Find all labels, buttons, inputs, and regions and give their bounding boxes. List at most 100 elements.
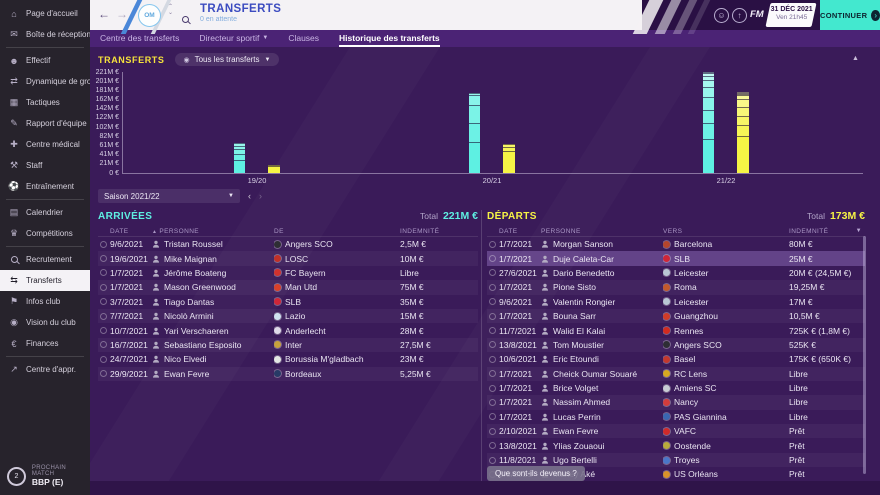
person-link[interactable]: Valentin Rongier: [541, 297, 663, 307]
club-link[interactable]: Leicester: [663, 268, 789, 278]
sidebar-item-staff[interactable]: ⚒ Staff: [0, 155, 90, 176]
tab-centre-des-transferts[interactable]: Centre des transferts: [100, 32, 180, 43]
arrivals-row-ewan-fevre[interactable]: 29/9/2021 Ewan Fevre Bordeaux 5,25M €: [98, 366, 478, 381]
club-link[interactable]: RC Lens: [663, 369, 789, 379]
departures-row-valentin-rongier[interactable]: 9/6/2021 Valentin Rongier Leicester 17M €: [487, 295, 865, 309]
sidebar-item-calendrier[interactable]: ▤ Calendrier: [0, 202, 90, 223]
club-link[interactable]: VAFC: [663, 426, 789, 436]
club-link[interactable]: LOSC: [274, 254, 400, 264]
forward-arrow-icon[interactable]: →: [116, 7, 128, 21]
person-link[interactable]: Bouna Sarr: [541, 311, 663, 321]
departures-row-ugo-bertelli[interactable]: 11/8/2021 Ugo Bertelli Troyes Prêt: [487, 452, 865, 468]
season-next-button[interactable]: ›: [259, 191, 262, 201]
departures-row-eric-etoundi[interactable]: 10/6/2021 Eric Etoundi Basel 175K € (650K €…: [487, 352, 865, 366]
bar-arrivals-19-20[interactable]: [234, 143, 245, 173]
departures-row-tom-moustier[interactable]: 13/8/2021 Tom Moustier Angers SCO 525K €: [487, 337, 865, 353]
club-link[interactable]: Man Utd: [274, 282, 400, 292]
departures-row-lucas-perrin[interactable]: 1/7/2021 Lucas Perrin PAS Giannina Libre: [487, 410, 865, 424]
sidebar-item-page-d-accueil[interactable]: ⌂ Page d'accueil: [0, 3, 90, 24]
sidebar-item-tactiques[interactable]: ▦ Tactiques: [0, 92, 90, 113]
sidebar-item-entrainement[interactable]: ⚽ Entraînement: [0, 176, 90, 197]
person-link[interactable]: Nico Elvedi: [152, 354, 274, 364]
person-link[interactable]: Pione Sisto: [541, 282, 663, 292]
club-link[interactable]: Nancy: [663, 397, 789, 407]
sidebar-item-boite-de-reception[interactable]: ✉ Boîte de réception: [0, 24, 90, 45]
departures-row-morgan-sanson[interactable]: 1/7/2021 Morgan Sanson Barcelona 80M €: [487, 237, 865, 251]
column-person[interactable]: ▲ PERSONNE: [152, 227, 200, 235]
departures-row-walid-el-kalai[interactable]: 11/7/2021 Walid El Kalai Rennes 725K € (1,8…: [487, 323, 865, 337]
tab-clauses[interactable]: Clauses: [288, 32, 320, 43]
club-link[interactable]: Borussia M'gladbach: [274, 354, 400, 364]
tab-historique-des-transferts[interactable]: Historique des transferts: [339, 30, 440, 47]
profile-icon[interactable]: ☺: [714, 8, 729, 23]
person-link[interactable]: Yari Verschaeren: [152, 326, 274, 336]
next-match[interactable]: 2 PROCHAIN MATCH BBP (E): [7, 465, 90, 487]
club-link[interactable]: Bordeaux: [274, 369, 400, 379]
column-person[interactable]: PERSONNE: [541, 227, 581, 235]
bar-departures-20-21[interactable]: [503, 144, 515, 173]
column-filter-icon[interactable]: ▼: [855, 228, 862, 234]
person-link[interactable]: Brice Volget: [541, 383, 663, 393]
person-link[interactable]: Tristan Roussel: [152, 239, 274, 249]
search-icon[interactable]: [182, 10, 189, 28]
arrivals-row-mike-maignan[interactable]: 19/6/2021 Mike Maignan LOSC 10M €: [98, 251, 478, 266]
departures-row-duje-caleta-car[interactable]: 1/7/2021 Duje Caleta-Car SLB 25M €: [487, 251, 865, 266]
bar-arrivals-20-21[interactable]: [469, 93, 480, 173]
sidebar-item-effectif[interactable]: ☻ Effectif: [0, 50, 90, 71]
sidebar-item-competitions[interactable]: ♛ Compétitions: [0, 223, 90, 244]
club-link[interactable]: US Orléans: [663, 469, 789, 479]
person-link[interactable]: Ewan Fevre: [541, 426, 663, 436]
column-fee[interactable]: INDEMNITÉ: [789, 227, 829, 235]
departures-row-bouna-sarr[interactable]: 1/7/2021 Bouna Sarr Guangzhou 10,5M €: [487, 308, 865, 324]
sidebar-item-rapport-d-equipe[interactable]: ✎ Rapport d'équipe: [0, 113, 90, 134]
person-link[interactable]: Ylias Zouaoui: [541, 441, 663, 451]
person-link[interactable]: Nicolò Armini: [152, 311, 274, 321]
chart-filter-dropdown[interactable]: ◉ Tous les transferts ▼: [174, 53, 280, 66]
sidebar-item-dynamique-de-grou[interactable]: ⇄ Dynamique de grou...: [0, 71, 90, 92]
person-link[interactable]: Jérôme Boateng: [152, 268, 274, 278]
club-link[interactable]: PAS Giannina: [663, 412, 789, 422]
sidebar-item-centre-d-appr[interactable]: ↗ Centre d'appr.: [0, 359, 90, 380]
club-link[interactable]: Rennes: [663, 326, 789, 336]
person-link[interactable]: Mason Greenwood: [152, 282, 274, 292]
tab-directeur-sportif[interactable]: Directeur sportif ▼: [199, 32, 269, 43]
club-link[interactable]: Guangzhou: [663, 311, 789, 321]
club-link[interactable]: Angers SCO: [274, 239, 400, 249]
club-link[interactable]: Troyes: [663, 455, 789, 465]
departures-row-pione-sisto[interactable]: 1/7/2021 Pione Sisto Roma 19,25M €: [487, 280, 865, 295]
season-selector[interactable]: Saison 2021/22 ▼: [98, 189, 240, 203]
promotion-icon[interactable]: ↑: [732, 8, 747, 23]
club-link[interactable]: SLB: [663, 254, 789, 264]
person-link[interactable]: Walid El Kalai: [541, 326, 663, 336]
arrivals-row-mason-greenwood[interactable]: 1/7/2021 Mason Greenwood Man Utd 75M €: [98, 280, 478, 295]
back-arrow-icon[interactable]: ←: [98, 7, 110, 21]
sidebar-item-vision-du-club[interactable]: ◉ Vision du club: [0, 312, 90, 333]
person-link[interactable]: Duje Caleta-Car: [541, 254, 663, 264]
club-crest[interactable]: OM: [138, 4, 161, 27]
continue-button[interactable]: CONTINUER ›: [820, 0, 880, 30]
column-to[interactable]: VERS: [663, 227, 683, 235]
sidebar-item-centre-medical[interactable]: ✚ Centre médical: [0, 134, 90, 155]
club-link[interactable]: SLB: [274, 297, 400, 307]
person-link[interactable]: Lucas Perrin: [541, 412, 663, 422]
club-link[interactable]: Leicester: [663, 297, 789, 307]
column-date[interactable]: DATE: [499, 227, 518, 235]
departures-row-dario-benedetto[interactable]: 27/6/2021 Dario Benedetto Leicester 20M € (…: [487, 266, 865, 280]
departures-row-ewan-fevre[interactable]: 2/10/2021 Ewan Fevre VAFC Prêt: [487, 424, 865, 439]
arrivals-row-tiago-dantas[interactable]: 3/7/2021 Tiago Dantas SLB 35M €: [98, 295, 478, 309]
club-link[interactable]: Inter: [274, 340, 400, 350]
what-became-of-them-button[interactable]: Que sont-ils devenus ?: [487, 466, 585, 481]
person-link[interactable]: Tom Moustier: [541, 340, 663, 350]
departures-scrollbar[interactable]: [863, 236, 866, 474]
club-link[interactable]: Oostende: [663, 441, 789, 451]
departures-row-cheick-oumar-souare[interactable]: 1/7/2021 Cheick Oumar Souaré RC Lens Libre: [487, 366, 865, 381]
person-link[interactable]: Ewan Fevre: [152, 369, 274, 379]
column-from[interactable]: DE: [274, 227, 284, 235]
club-link[interactable]: Barcelona: [663, 239, 789, 249]
person-link[interactable]: Eric Etoundi: [541, 354, 663, 364]
season-prev-button[interactable]: ‹: [248, 191, 251, 201]
person-link[interactable]: Nassim Ahmed: [541, 397, 663, 407]
person-link[interactable]: Sebastiano Esposito: [152, 340, 274, 350]
person-link[interactable]: Mike Maignan: [152, 254, 274, 264]
club-link[interactable]: Anderlecht: [274, 326, 400, 336]
